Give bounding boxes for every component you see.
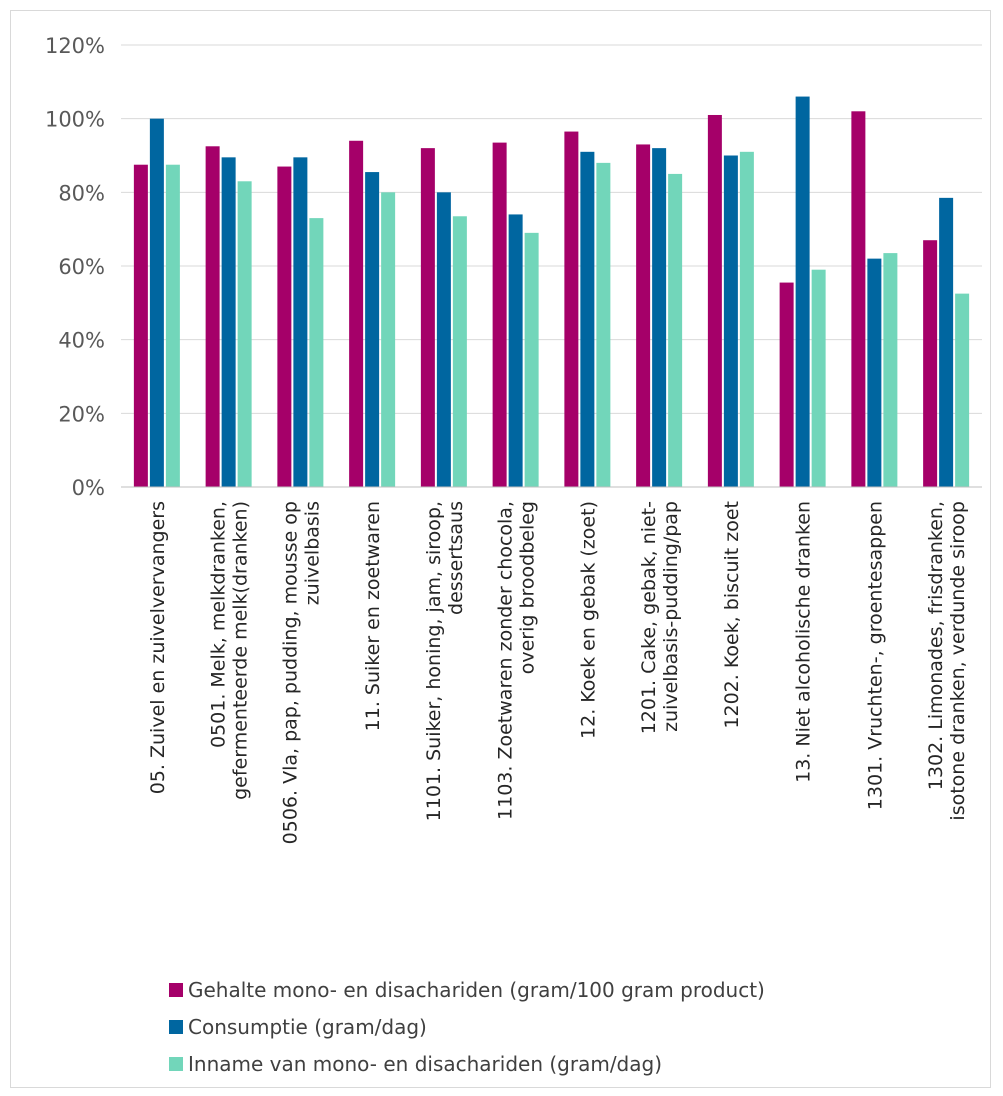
bar-consumptie — [436, 192, 451, 488]
x-tick-label-line: dessertsaus — [445, 501, 467, 615]
x-tick-label-line: overig broodbeleg — [517, 501, 539, 674]
bar-consumptie — [149, 118, 164, 488]
legend-swatch-inname — [169, 1056, 183, 1071]
legend-item-gehalte: Gehalte mono- en disachariden (gram/100 … — [169, 973, 765, 1006]
bar-gehalte — [133, 164, 148, 488]
bar-chart: 0% 20% 40% 60% 80% 100% 120% 05. Zuivel en zuiv… — [45, 34, 982, 844]
x-tick-label-line: 1103. Zoetwaren zonder chocola, — [495, 501, 517, 820]
bar-inname — [955, 293, 970, 487]
bar-gehalte — [707, 114, 722, 487]
x-tick-label: 1202. Koek, biscuit zoet — [721, 501, 743, 729]
bar-gehalte — [205, 146, 220, 487]
x-tick-label-line: zuivelbasis-pudding/pap — [660, 501, 682, 732]
bar-inname — [237, 181, 252, 488]
bar-inname — [596, 162, 611, 487]
x-tick-label-line: 1202. Koek, biscuit zoet — [721, 501, 743, 729]
bar-gehalte — [636, 144, 651, 487]
x-tick-label-line: 12. Koek en gebak (zoet) — [577, 501, 599, 739]
bar-gehalte — [851, 111, 866, 488]
x-tick-label-line: 0506. Vla, pap, pudding, mousse op — [279, 501, 301, 844]
bar-inname — [668, 173, 683, 487]
bar-consumptie — [221, 157, 236, 487]
bar-consumptie — [365, 172, 380, 487]
bar-gehalte — [923, 240, 938, 487]
legend-swatch-consumptie — [169, 1019, 183, 1034]
bar-inname — [165, 164, 180, 488]
x-tick-label: 05. Zuivel en zuivelvervangers — [147, 501, 169, 794]
legend-item-consumptie: Consumptie (gram/dag) — [169, 1010, 765, 1043]
x-tick-label-line: 13. Niet alcoholische dranken — [793, 501, 815, 783]
x-tick-label: 1101. Suiker, honing, jam, siroop, desser… — [423, 501, 467, 821]
bar-inname — [883, 253, 898, 487]
bar-inname — [811, 269, 826, 487]
bar-consumptie — [652, 148, 667, 487]
x-tick-label-line: 1302. Limonades, frisdranken, — [925, 501, 947, 790]
bar-consumptie — [795, 96, 810, 488]
bar-consumptie — [867, 258, 882, 487]
bar-gehalte — [564, 131, 579, 487]
x-tick-label-line: 0501. Melk, melkdranken, — [208, 501, 230, 748]
bar-inname — [309, 218, 324, 487]
x-tick-label: 1103. Zoetwaren zonder chocola, overig br… — [495, 501, 539, 820]
bar-inname — [739, 151, 754, 488]
legend-swatch-gehalte — [169, 982, 183, 997]
bar-consumptie — [939, 197, 954, 487]
bar-consumptie — [293, 157, 308, 487]
x-tick-label: 13. Niet alcoholische dranken — [793, 501, 815, 783]
x-tick-label: 11. Suiker en zoetwaren — [362, 501, 384, 731]
y-tick-label: 0% — [72, 476, 105, 500]
bar-gehalte — [349, 140, 364, 487]
x-tick-label-line: gefermenteerde melk(dranken) — [230, 501, 252, 800]
x-tick-label-line: 05. Zuivel en zuivelvervangers — [147, 501, 169, 794]
y-tick-label: 80% — [58, 181, 105, 205]
x-tick-label-line: 1201. Cake, gebak, niet- — [638, 501, 660, 734]
y-tick-label: 60% — [58, 255, 105, 279]
legend: Gehalte mono- en disachariden (gram/100 … — [169, 973, 765, 1084]
x-tick-label: 1301. Vruchten-, groentesappen — [864, 501, 886, 810]
bar-consumptie — [580, 151, 595, 488]
bar-consumptie — [723, 155, 738, 487]
x-tick-label-line: 1301. Vruchten-, groentesappen — [864, 501, 886, 810]
legend-label-gehalte: Gehalte mono- en disachariden (gram/100 … — [188, 977, 765, 1002]
x-tick-label: 1302. Limonades, frisdranken, isotone dra… — [925, 501, 969, 821]
legend-label-consumptie: Consumptie (gram/dag) — [188, 1014, 427, 1039]
x-tick-label-line: 1101. Suiker, honing, jam, siroop, — [423, 501, 445, 821]
bar-gehalte — [277, 166, 292, 488]
x-tick-label-line: zuivelbasis — [301, 501, 323, 605]
bar-inname — [381, 192, 396, 488]
y-tick-label: 40% — [58, 329, 105, 353]
x-tick-label: 0501. Melk, melkdranken, gefermenteerde m… — [208, 501, 252, 800]
x-tick-label-line: 11. Suiker en zoetwaren — [362, 501, 384, 731]
legend-item-inname: Inname van mono- en disachariden (gram/d… — [169, 1047, 765, 1080]
x-tick-label: 1201. Cake, gebak, niet-zuivelbasis-pudd… — [638, 501, 682, 734]
bar-consumptie — [508, 214, 523, 487]
chart-frame: 0% 20% 40% 60% 80% 100% 120% 05. Zuivel en zuiv… — [10, 10, 991, 1088]
bar-inname — [524, 232, 539, 487]
legend-label-inname: Inname van mono- en disachariden (gram/d… — [188, 1051, 663, 1076]
bar-gehalte — [420, 148, 435, 487]
x-tick-label: 0506. Vla, pap, pudding, mousse op zuivel… — [279, 501, 323, 844]
x-tick-label: 12. Koek en gebak (zoet) — [577, 501, 599, 739]
y-tick-label: 120% — [45, 34, 105, 58]
y-tick-label: 100% — [45, 108, 105, 132]
x-tick-label-line: isotone dranken, verdunde siroop — [947, 501, 969, 821]
y-tick-label: 20% — [58, 402, 105, 426]
bar-gehalte — [492, 142, 507, 487]
bar-inname — [452, 216, 467, 487]
bar-gehalte — [779, 282, 794, 487]
